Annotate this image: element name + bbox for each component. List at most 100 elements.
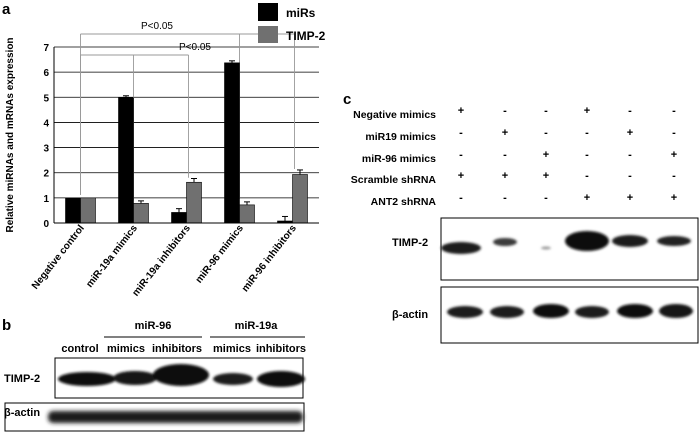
- bar-mirs: [171, 212, 187, 224]
- row-label-actin: β-actin: [4, 407, 40, 419]
- condition-sign: +: [543, 149, 549, 161]
- blot-box-actin: [440, 286, 699, 344]
- condition-label: ANT2 shRNA: [371, 196, 437, 208]
- condition-sign: -: [544, 192, 548, 204]
- blot-band: [659, 304, 693, 318]
- condition-sign: -: [585, 170, 589, 182]
- condition-sign: -: [585, 149, 589, 161]
- bar-mirs: [65, 197, 81, 224]
- row-label-timp2: TIMP-2: [392, 237, 428, 249]
- bar-timp2: [239, 204, 255, 224]
- column-label: mimics: [107, 343, 145, 355]
- x-tick-label: miR-19a inhibitors: [130, 223, 193, 299]
- blot-band: [153, 364, 209, 386]
- blot-band: [541, 246, 551, 250]
- y-tick-label: 5: [43, 93, 49, 104]
- western-blot-b: miR-96 miR-19a control mimics inhibitors…: [4, 320, 306, 432]
- y-axis-label: Relative miRNAs and mRNAs expression: [5, 37, 16, 232]
- timp2-bands: [441, 231, 691, 254]
- condition-sign: -: [544, 127, 548, 139]
- blot-band: [48, 411, 303, 423]
- gridlines: [54, 46, 319, 199]
- condition-sign: +: [543, 170, 549, 182]
- legend-swatch-mirs: [258, 3, 278, 21]
- western-blot-c: Negative mimics miR19 mimics miR-96 mimics…: [351, 105, 699, 344]
- blot-band: [612, 235, 648, 247]
- condition-sign: +: [671, 192, 677, 204]
- legend-label-mirs: miRs: [286, 6, 316, 20]
- legend-label-timp2: TIMP-2: [286, 29, 326, 43]
- y-tick-label: 4: [43, 118, 49, 129]
- blot-band: [565, 231, 609, 251]
- y-tick-label: 0: [43, 219, 49, 230]
- condition-sign: +: [502, 170, 508, 182]
- condition-sign: -: [672, 127, 676, 139]
- y-tick-label: 2: [43, 169, 49, 180]
- condition-sign: +: [627, 192, 633, 204]
- blot-box-timp2: [440, 217, 699, 281]
- condition-sign: +: [584, 192, 590, 204]
- x-tick-label: miR-96 mimics: [194, 223, 246, 286]
- condition-sign: -: [585, 127, 589, 139]
- bar-timp2: [133, 203, 149, 224]
- significance-brackets: P<0.05 P<0.05: [80, 21, 295, 201]
- blot-band: [575, 306, 609, 318]
- bar-mirs: [118, 97, 134, 224]
- column-label: inhibitors: [256, 343, 306, 355]
- condition-sign: -: [628, 105, 632, 117]
- blot-box-actin: [4, 402, 305, 432]
- blot-band: [213, 373, 253, 385]
- condition-sign: +: [502, 127, 508, 139]
- condition-sign: -: [628, 170, 632, 182]
- blot-band: [113, 371, 157, 385]
- column-label: control: [61, 343, 98, 355]
- condition-matrix: + - - + - - - + - - + - - - + - - + + + + - - - - - - + + +: [458, 105, 677, 204]
- panel-b-label: b: [2, 317, 11, 334]
- panel-a-label: a: [2, 1, 11, 18]
- y-tick-label: 6: [43, 68, 49, 79]
- condition-labels: Negative mimics miR19 mimics miR-96 mimics…: [351, 109, 437, 208]
- x-tick-label: miR-96 inhibitors: [240, 223, 299, 294]
- bar-timp2: [186, 181, 202, 224]
- significance-label: P<0.05: [141, 21, 173, 32]
- condition-sign: -: [503, 149, 507, 161]
- column-label: mimics: [213, 343, 251, 355]
- blot-band: [493, 238, 517, 246]
- blot-band: [441, 242, 481, 254]
- blot-band: [447, 306, 483, 318]
- blot-band: [617, 304, 653, 318]
- blot-band: [490, 306, 524, 318]
- condition-sign: -: [503, 105, 507, 117]
- condition-sign: -: [544, 105, 548, 117]
- blot-band: [657, 236, 691, 246]
- condition-label: miR19 mimics: [365, 131, 436, 143]
- condition-label: Scramble shRNA: [351, 174, 437, 186]
- condition-sign: -: [672, 105, 676, 117]
- x-tick-label: Negative control: [30, 223, 87, 292]
- bars: [65, 60, 308, 224]
- bar-timp2: [80, 197, 96, 224]
- bar-mirs: [224, 62, 240, 224]
- condition-label: miR-96 mimics: [362, 153, 436, 165]
- y-tick-labels: 0 1 2 3 4 5 6 7: [43, 43, 49, 230]
- condition-sign: -: [503, 192, 507, 204]
- blot-band: [533, 304, 569, 318]
- condition-sign: +: [671, 149, 677, 161]
- blot-band: [257, 371, 305, 387]
- row-label-actin: β-actin: [392, 309, 428, 321]
- condition-sign: +: [458, 105, 464, 117]
- group-label-mir19a: miR-19a: [235, 320, 279, 332]
- condition-sign: -: [459, 149, 463, 161]
- condition-sign: -: [459, 127, 463, 139]
- group-label-mir96: miR-96: [135, 320, 172, 332]
- blot-band: [58, 372, 116, 386]
- condition-sign: +: [584, 105, 590, 117]
- x-tick-label: miR-19a mimics: [84, 223, 140, 290]
- panel-c-label: c: [343, 91, 351, 108]
- legend-swatch-timp2: [258, 26, 278, 43]
- condition-sign: -: [628, 149, 632, 161]
- condition-sign: -: [672, 170, 676, 182]
- y-tick-label: 1: [43, 194, 49, 205]
